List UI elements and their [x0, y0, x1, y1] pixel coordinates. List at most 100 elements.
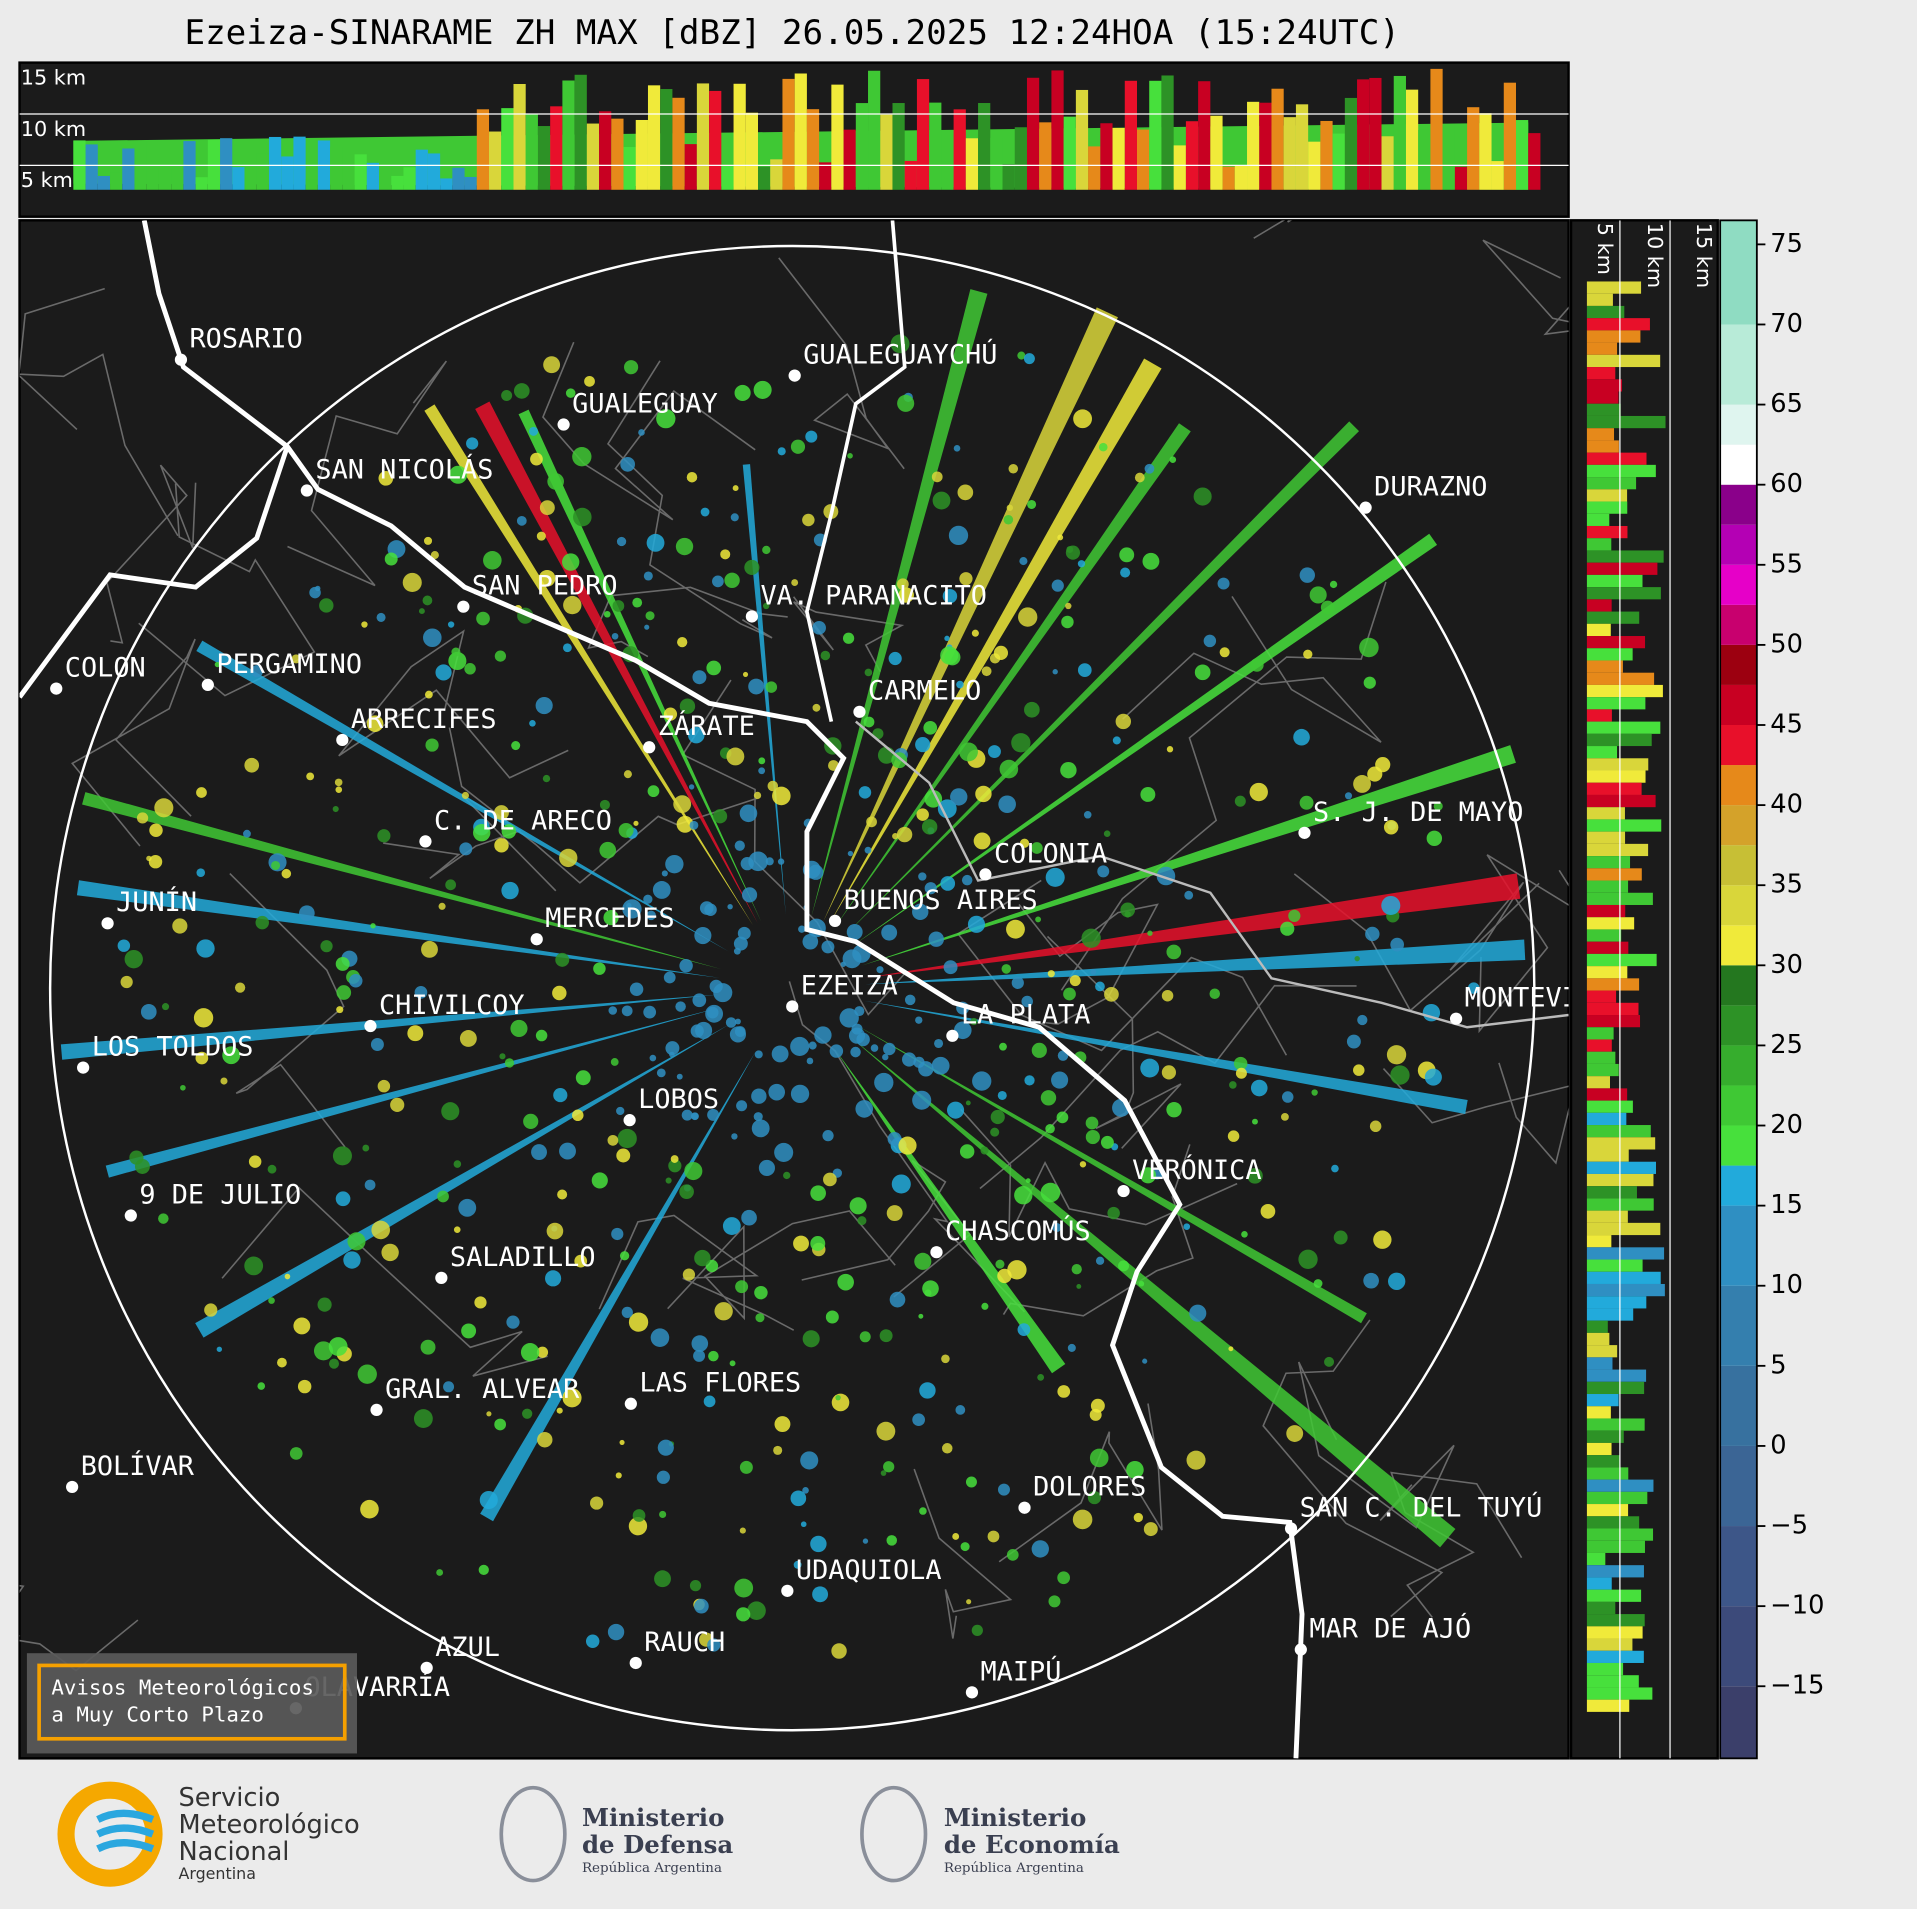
radar-echo [720, 549, 731, 560]
section-column [1259, 102, 1272, 190]
radar-echo [501, 824, 517, 839]
section-row [1586, 1675, 1639, 1688]
city-dot [336, 733, 349, 747]
radar-echo [1133, 1512, 1143, 1523]
colorbar-segment [1720, 1445, 1757, 1527]
radar-echo [686, 471, 698, 483]
section-row [1586, 1614, 1645, 1627]
radar-echo [1344, 792, 1353, 800]
radar-ray [848, 1035, 1456, 1548]
radar-echo [980, 1146, 989, 1155]
city-dot [201, 678, 214, 692]
radar-echo [961, 874, 973, 886]
radar-echo [545, 1270, 562, 1287]
city-dot [643, 741, 656, 754]
radar-echo [831, 1393, 850, 1412]
radar-echo [645, 611, 655, 621]
radar-echo [529, 426, 539, 436]
notice-border [37, 1663, 347, 1741]
radar-echo [1390, 937, 1405, 952]
radar-echo [1098, 442, 1108, 452]
section-column [342, 156, 355, 190]
radar-echo [975, 785, 992, 803]
radar-echo [117, 939, 131, 952]
section-column [660, 89, 673, 190]
city-label: ARRECIFES [351, 704, 497, 735]
boundary [1253, 220, 1293, 239]
radar-echo [856, 1032, 870, 1047]
radar-echo [1140, 1058, 1160, 1078]
section-row [1586, 1149, 1629, 1162]
radar-echo [453, 1226, 461, 1234]
radar-echo [291, 654, 301, 664]
colorbar-tick-label: 5 [1770, 1350, 1786, 1380]
section-column [1222, 166, 1235, 190]
radar-echo [449, 465, 468, 484]
section-column [1051, 70, 1064, 190]
radar-echo [700, 507, 710, 517]
radar-echo [734, 384, 751, 402]
radar-echo [854, 1006, 865, 1017]
radar-echo [1066, 546, 1074, 554]
radar-echo [453, 1160, 462, 1168]
boundary [606, 360, 773, 639]
radar-echo [959, 572, 973, 586]
section-row [1586, 868, 1642, 881]
section-row [1586, 562, 1658, 575]
radar-echo [882, 1053, 889, 1061]
radar-echo [1193, 487, 1212, 506]
radar-echo [328, 1358, 340, 1369]
section-row [1586, 1076, 1610, 1089]
section-row [1586, 1662, 1624, 1676]
radar-echo [1030, 842, 1043, 854]
radar-echo [1118, 1260, 1130, 1272]
radar-echo [691, 1335, 709, 1352]
radar-echo [451, 647, 461, 657]
radar-echo [765, 857, 774, 866]
radar-echo [618, 822, 634, 838]
radar-echo [1089, 1448, 1109, 1468]
section-row [1586, 746, 1618, 759]
radar-echo [293, 1317, 311, 1335]
section-row [1586, 807, 1625, 820]
radar-ray [844, 421, 1360, 937]
radar-echo [360, 1499, 379, 1519]
radar-echo [1019, 838, 1030, 848]
radar-echo [289, 1447, 303, 1460]
city-label: SAN NICOLÁS [315, 453, 493, 485]
radar-echo [413, 1409, 433, 1429]
section-column [684, 144, 697, 190]
radar-echo [957, 484, 974, 501]
radar-echo [421, 940, 438, 958]
radar-echo [643, 894, 653, 904]
radar-echo [362, 1144, 370, 1152]
radar-echo [1166, 1101, 1182, 1118]
radar-echo [763, 602, 770, 610]
section-row [1586, 513, 1610, 526]
radar-echo [729, 1026, 747, 1043]
boundary [1482, 239, 1569, 336]
radar-echo [987, 1530, 1000, 1543]
section-column [916, 79, 930, 190]
radar-echo [886, 1535, 898, 1546]
radar-echo [703, 1395, 716, 1408]
section-row [1586, 452, 1647, 465]
radar-echo [120, 975, 133, 989]
section-column [978, 103, 991, 190]
city-label: JUNÍN [116, 886, 197, 918]
radar-echo [522, 1408, 533, 1419]
section-column [1100, 123, 1113, 190]
radar-echo [357, 1364, 377, 1384]
radar-echo [800, 1451, 819, 1470]
section-column [1112, 127, 1125, 190]
radar-echo [995, 1259, 1005, 1269]
radar-echo [1144, 463, 1155, 474]
radar-echo [1006, 919, 1025, 939]
colorbar-segment [1720, 925, 1757, 966]
radar-echo [748, 678, 765, 695]
section-column [770, 159, 783, 190]
boundary [1060, 581, 1387, 991]
logo-text: Ministerio [944, 1803, 1086, 1832]
radar-echo [464, 663, 476, 675]
radar-echo [876, 1421, 896, 1441]
